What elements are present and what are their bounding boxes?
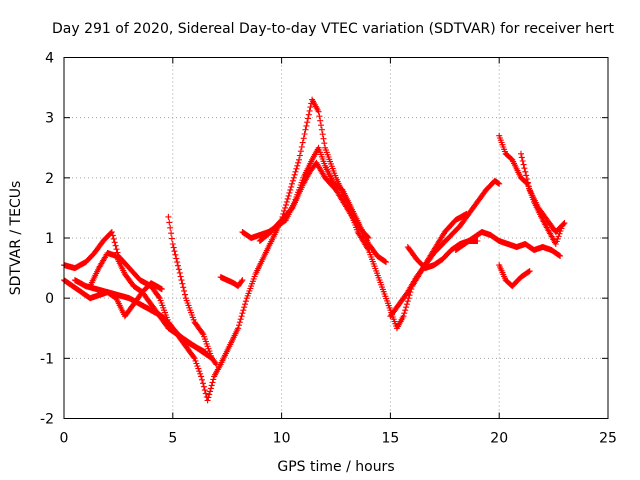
point-markers [165,213,220,368]
y-tick-label: 4 [45,51,54,67]
axis-ticks: 0 5 10 15 20 25 -2 -1 0 1 2 3 4 [40,51,617,447]
data-points [61,96,568,404]
point-markers [387,177,503,320]
series-trace-11 [452,229,564,259]
point-markers [496,262,533,290]
chart-title: Day 291 of 2020, Sidereal Day-to-day VTE… [52,21,614,37]
y-tick-label: 1 [45,231,54,247]
grid-lines [64,57,608,419]
x-tick-label: 25 [599,431,617,447]
point-markers [452,229,564,259]
point-markers [256,159,372,244]
x-tick-label: 20 [490,431,508,447]
x-tick-label: 5 [168,431,177,447]
series-trace-3 [71,277,209,356]
x-axis-label: GPS time / hours [277,459,394,475]
point-markers [217,274,246,290]
series-trace-8 [256,159,372,244]
y-axis-label: SDTVAR / TECUs [8,181,24,296]
x-tick-label: 0 [60,431,69,447]
point-markers [518,150,568,235]
series-trace-13 [518,150,568,235]
series-trace-6 [217,274,246,290]
point-markers [87,250,165,296]
y-tick-label: 0 [45,291,54,307]
y-tick-label: 3 [45,111,54,127]
series-trace-5 [165,213,220,368]
series-trace-4 [87,250,165,296]
x-tick-label: 15 [381,431,399,447]
y-tick-label: 2 [45,171,54,187]
point-markers [71,277,209,356]
series-trace-14 [496,262,533,290]
y-tick-label: -1 [40,351,54,367]
series-trace-9 [387,177,503,320]
x-tick-label: 10 [273,431,291,447]
y-tick-label: -2 [40,412,54,428]
